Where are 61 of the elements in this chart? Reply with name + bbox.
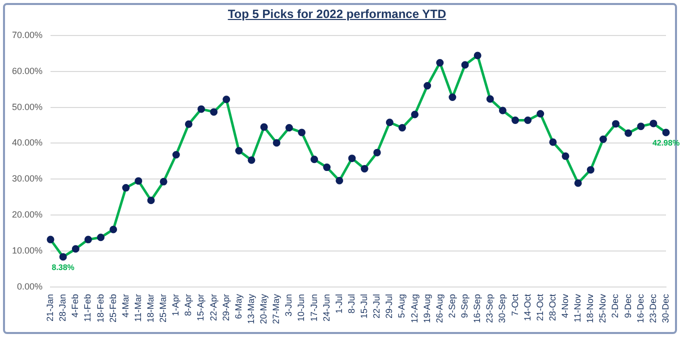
x-tick-label: 17-Jun — [308, 294, 319, 322]
x-tick-label: 15-Jul — [359, 294, 370, 319]
x-tick-label: 13-May — [246, 293, 256, 324]
x-tick-label: 23-Dec — [648, 293, 658, 324]
x-tick-label: 25-Nov — [598, 293, 608, 324]
x-tick-label: 30-Sep — [497, 294, 508, 324]
x-tick-label: 29-Jul — [384, 294, 394, 319]
x-tick-label: 4-Mar — [120, 294, 130, 318]
x-tick-label: 30-Dec — [660, 293, 670, 324]
x-tick-label: 29-Apr — [220, 294, 231, 322]
x-tick-label: 27-May — [271, 293, 282, 324]
y-tick-label: 0.00% — [16, 281, 43, 292]
x-tick-label: 22-Apr — [208, 294, 218, 322]
data-label: 8.38% — [52, 263, 74, 272]
y-tick-label: 20.00% — [12, 210, 43, 220]
x-tick-label: 12-Aug — [409, 294, 420, 324]
x-tick-label: 2-Dec — [610, 294, 620, 318]
x-tick-label: 11-Nov — [572, 294, 583, 322]
x-tick-label: 6-May — [233, 294, 244, 320]
x-tick-label: 2-Sep — [446, 294, 457, 318]
x-tick-label: 11-Feb — [82, 294, 93, 322]
chart-title: Top 5 Picks for 2022 performance YTD — [226, 7, 448, 21]
x-tick-label: 23-Sep — [484, 294, 495, 324]
data-label: 42.98% — [652, 138, 680, 148]
x-tick-label: 7-Oct — [510, 294, 520, 316]
x-tick-label: 3-Jun — [284, 294, 294, 317]
x-tick-label: 4-Feb — [70, 294, 80, 318]
y-tick-label: 30.00% — [12, 174, 43, 184]
x-tick-label: 5-Aug — [396, 294, 407, 318]
x-tick-label: 1-Apr — [170, 294, 181, 316]
x-tick-label: 1-Jul — [334, 294, 344, 314]
x-tick-label: 19-Aug — [422, 294, 432, 324]
x-tick-label: 16-Sep — [472, 294, 482, 324]
x-tick-label: 20-May — [258, 293, 269, 324]
x-tick-label: 22-Jul — [372, 294, 382, 319]
y-tick-label: 40.00% — [12, 138, 43, 148]
x-tick-label: 15-Apr — [196, 294, 206, 322]
x-tick-label: 9-Sep — [460, 294, 470, 318]
x-tick-label: 18-Feb — [95, 294, 106, 323]
x-tick-label: 28-Jan — [58, 294, 68, 322]
x-tick-label: 25-Mar — [158, 294, 168, 323]
x-tick-label: 24-Jun — [321, 294, 332, 322]
x-tick-label: 16-Dec — [635, 293, 646, 324]
x-tick-label: 8-Apr — [183, 294, 194, 316]
y-tick-label: 50.00% — [12, 102, 43, 112]
x-tick-label: 28-Oct — [547, 293, 558, 322]
x-tick-label: 10-Jun — [296, 294, 306, 322]
x-tick-label: 21-Oct — [534, 293, 545, 322]
x-tick-label: 21-Jan — [45, 294, 56, 322]
x-tick-label: 18-Mar — [145, 294, 156, 323]
x-tick-label: 11-Mar — [132, 294, 143, 322]
x-tick-label: 8-Jul — [346, 294, 356, 314]
x-tick-label: 14-Oct — [522, 293, 532, 322]
y-tick-label: 60.00% — [12, 66, 43, 76]
x-tick-label: 26-Aug — [434, 294, 444, 324]
y-tick-label: 10.00% — [12, 246, 43, 256]
x-tick-label: 9-Dec — [622, 294, 633, 318]
x-tick-label: 25-Feb — [108, 294, 118, 323]
x-tick-label: 18-Nov — [585, 293, 596, 324]
y-tick-label: 70.00% — [12, 30, 43, 40]
x-tick-label: 4-Nov — [560, 294, 570, 318]
